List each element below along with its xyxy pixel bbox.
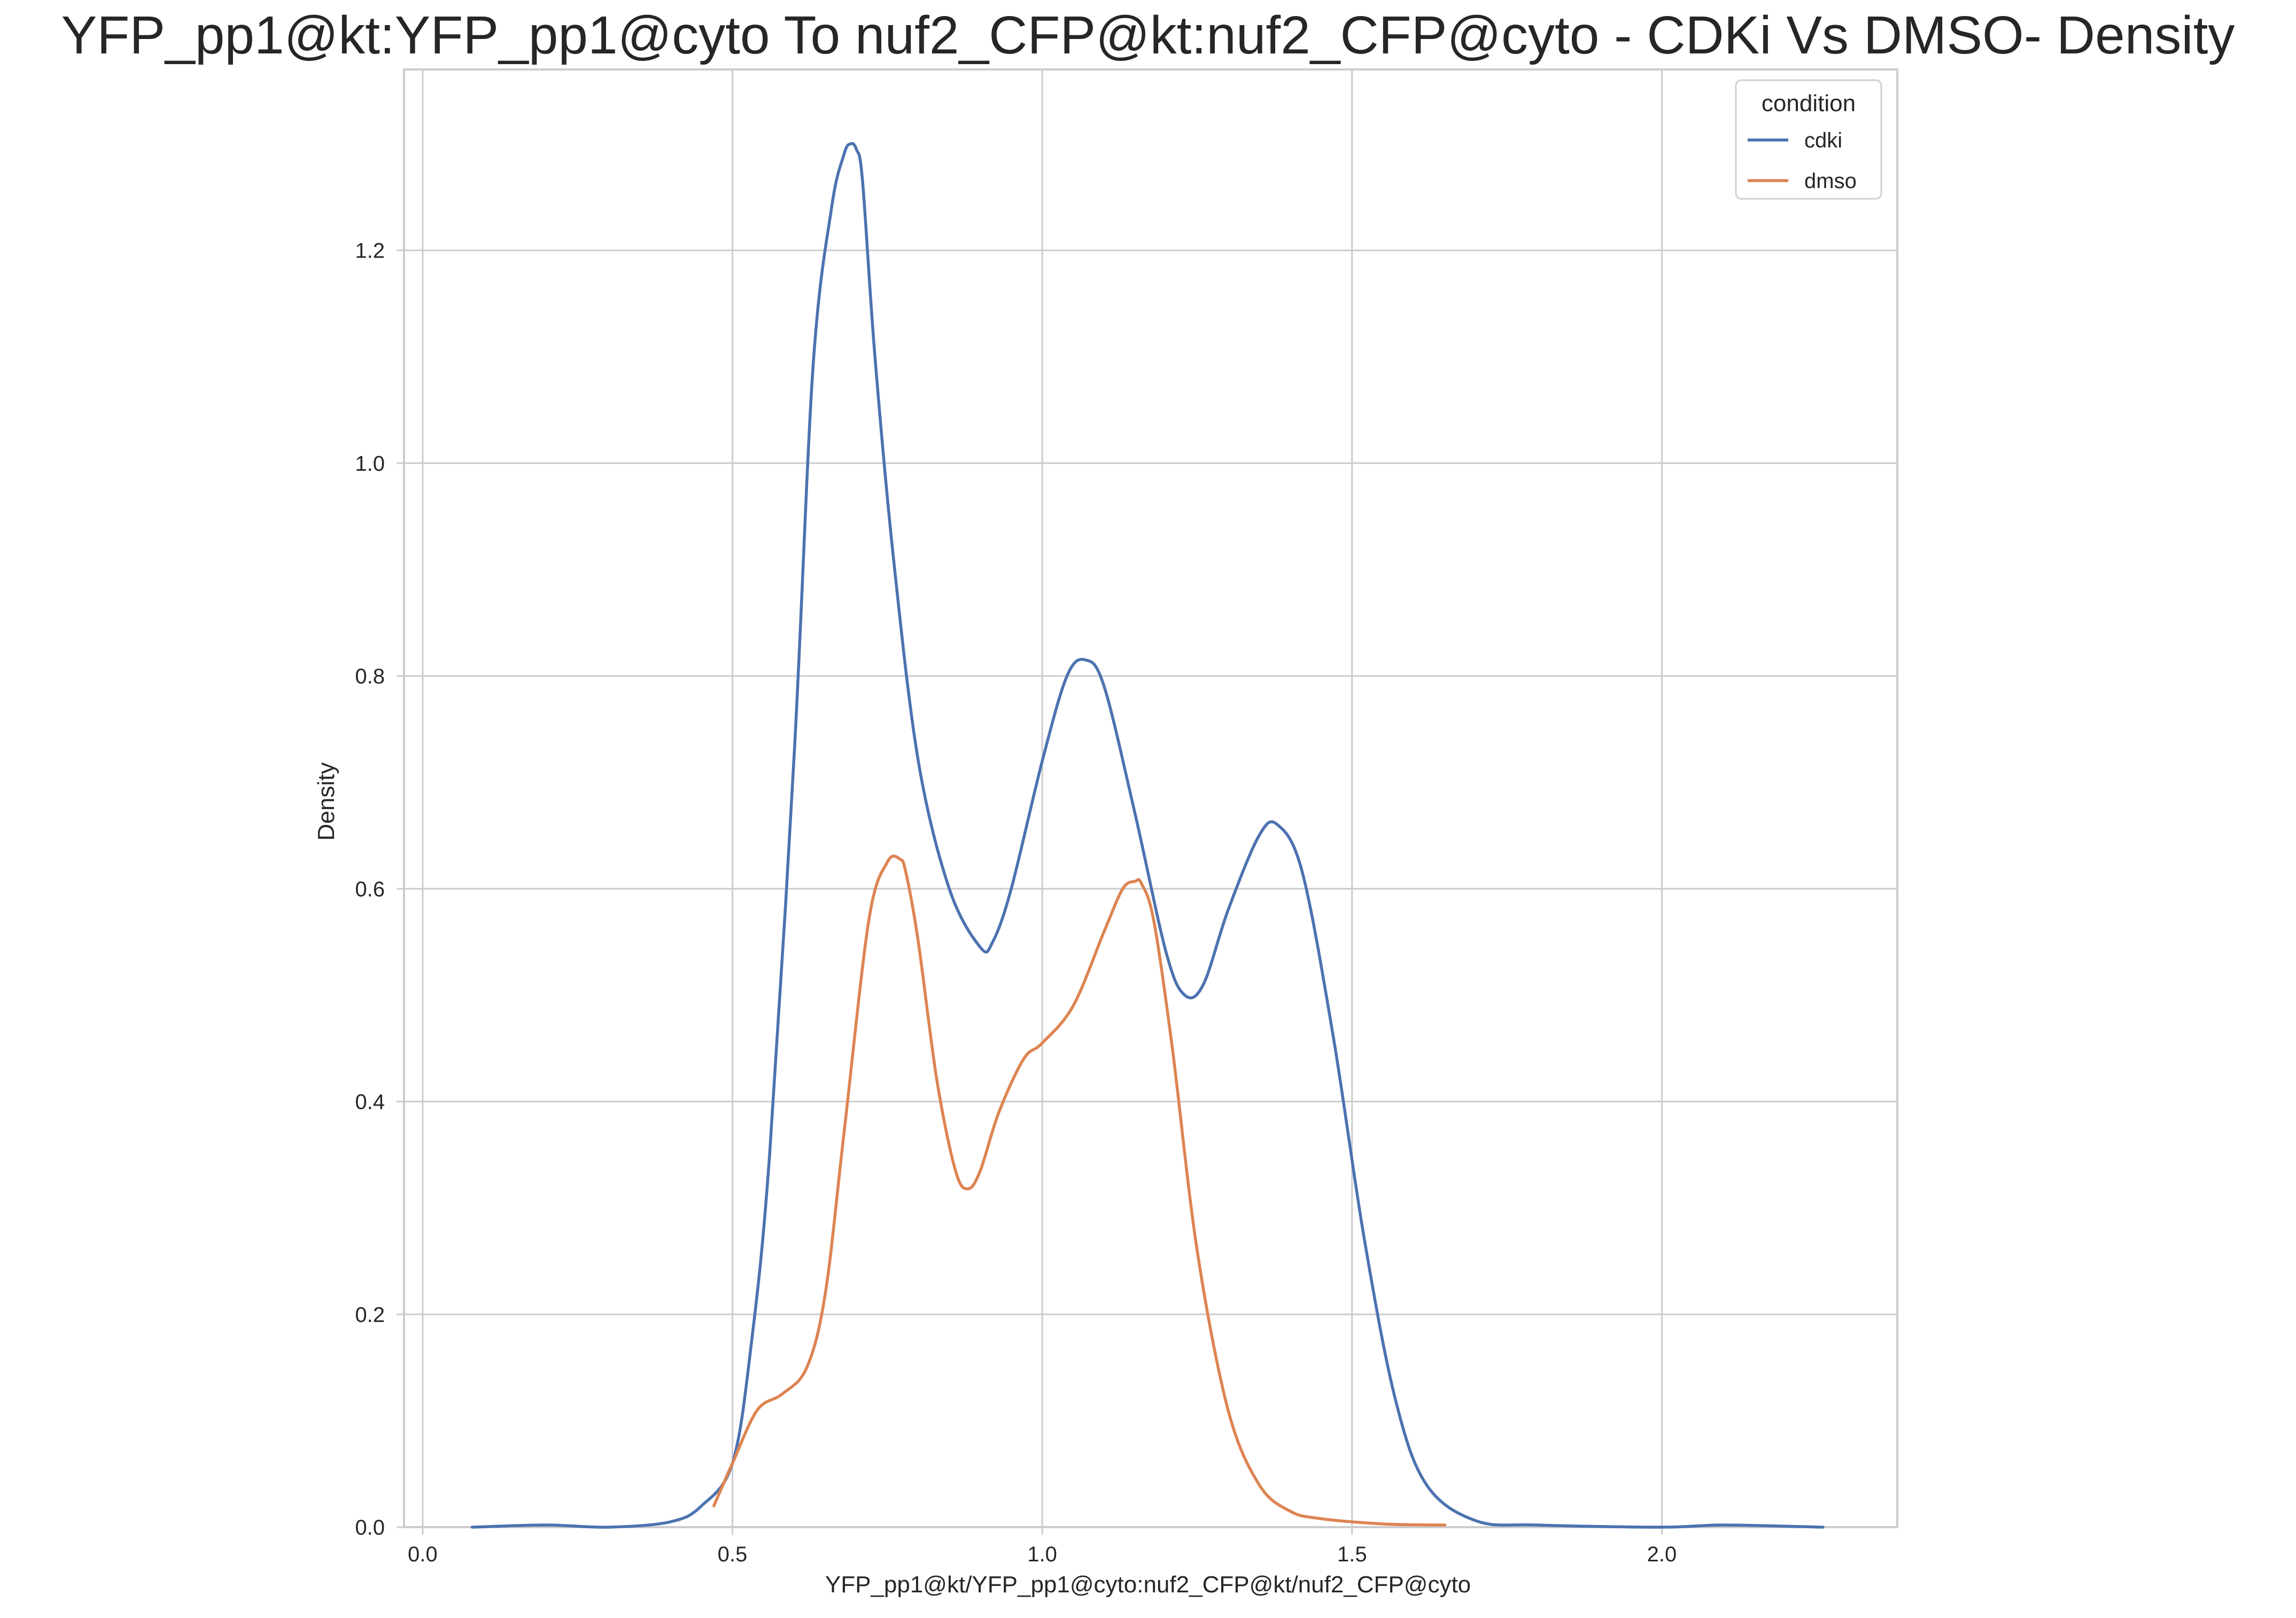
x-tick-label: 0.5: [718, 1543, 748, 1566]
series-line-dmso: [712, 854, 1447, 1527]
y-tick-label: 0.6: [355, 877, 385, 901]
legend-label-cdki: cdki: [1804, 129, 1842, 152]
legend-title: condition: [1762, 90, 1856, 116]
y-tick-label: 0.8: [355, 665, 385, 688]
legend-label-dmso: dmso: [1804, 169, 1857, 193]
x-tick-label: 2.0: [1647, 1543, 1677, 1566]
x-axis-ticks: 0.0 0.5 1.0 1.5 2.0: [408, 1527, 1677, 1566]
y-tick-label: 0.4: [355, 1091, 385, 1114]
y-tick-label: 0.0: [355, 1516, 385, 1539]
y-tick-label: 1.0: [355, 452, 385, 476]
chart-title: YFP_pp1@kt:YFP_pp1@cyto To nuf2_CFP@kt:n…: [61, 5, 2235, 65]
series-layer: [470, 142, 1825, 1529]
y-axis-ticks: 0.0 0.2 0.4 0.6 0.8 1.0 1.2: [355, 239, 404, 1539]
plot-frame: [403, 68, 1898, 1528]
x-tick-label: 0.0: [408, 1543, 438, 1566]
grid-lines: [404, 69, 1897, 1528]
y-axis-label: Density: [313, 763, 339, 841]
legend-box: [1735, 79, 1882, 200]
y-tick-label: 0.2: [355, 1303, 385, 1327]
x-tick-label: 1.5: [1337, 1543, 1367, 1566]
series-line-cdki: [470, 142, 1825, 1529]
legend: condition cdki dmso: [1735, 79, 1882, 200]
x-axis-label: YFP_pp1@kt/YFP_pp1@cyto:nuf2_CFP@kt/nuf2…: [825, 1572, 1471, 1598]
x-tick-label: 1.0: [1027, 1543, 1057, 1566]
y-tick-label: 1.2: [355, 239, 385, 263]
legend-items: cdki dmso: [1748, 129, 1857, 193]
